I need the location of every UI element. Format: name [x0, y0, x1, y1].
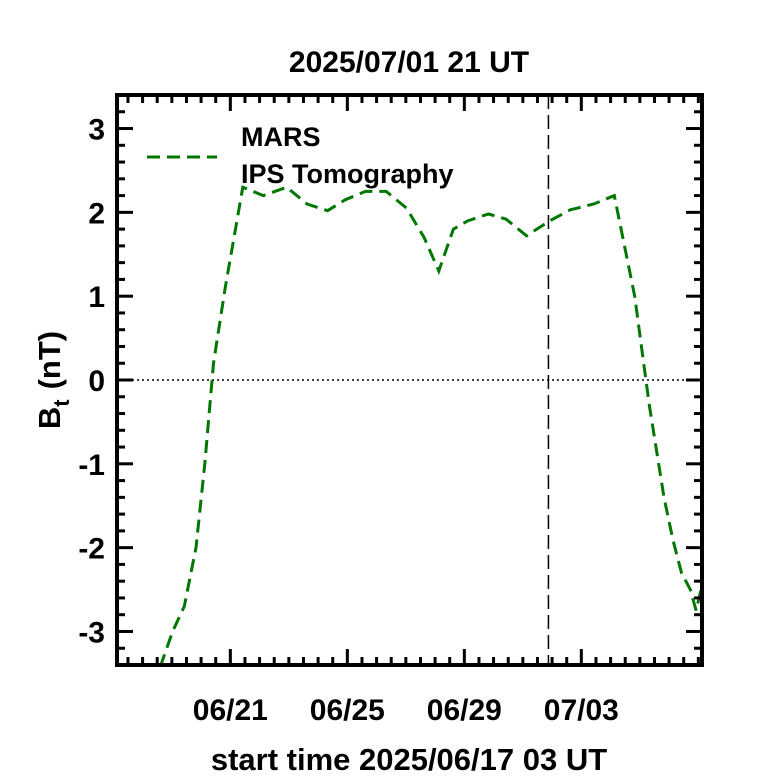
legend-entry-ips-tomography: IPS Tomography	[241, 159, 454, 189]
y-tick-label: 1	[88, 281, 105, 314]
y-axis-label-unit: (nT)	[32, 331, 67, 390]
y-tick-label: -3	[78, 616, 105, 649]
y-tick-label: -2	[78, 533, 105, 566]
y-tick-label: 2	[88, 197, 105, 230]
x-axis-label: start time 2025/06/17 03 UT	[211, 742, 607, 777]
x-tick-label: 06/21	[193, 694, 268, 727]
x-tick-label: 06/25	[310, 694, 385, 727]
y-tick-label: 3	[88, 114, 105, 147]
y-tick-label: 0	[88, 365, 105, 398]
x-tick-label: 06/29	[427, 694, 502, 727]
plot-area: 3 2 1 0 -1 -2 -3 06/21 06/25 06/29 07/03	[78, 93, 704, 727]
plot-frame	[115, 93, 704, 667]
y-axis-label-sub: t	[49, 399, 74, 407]
y-axis-label: Bt (nT)	[32, 331, 74, 429]
y-axis-label-main: B	[32, 407, 67, 429]
series-line-0	[117, 185, 702, 665]
svg-text:Bt(nT): Bt (nT)	[32, 331, 74, 429]
y-tick-label: -1	[78, 449, 105, 482]
chart-title: 2025/07/01 21 UT	[289, 46, 529, 79]
x-tick-label: 07/03	[544, 694, 619, 727]
legend-entry-mars: MARS	[241, 122, 321, 152]
